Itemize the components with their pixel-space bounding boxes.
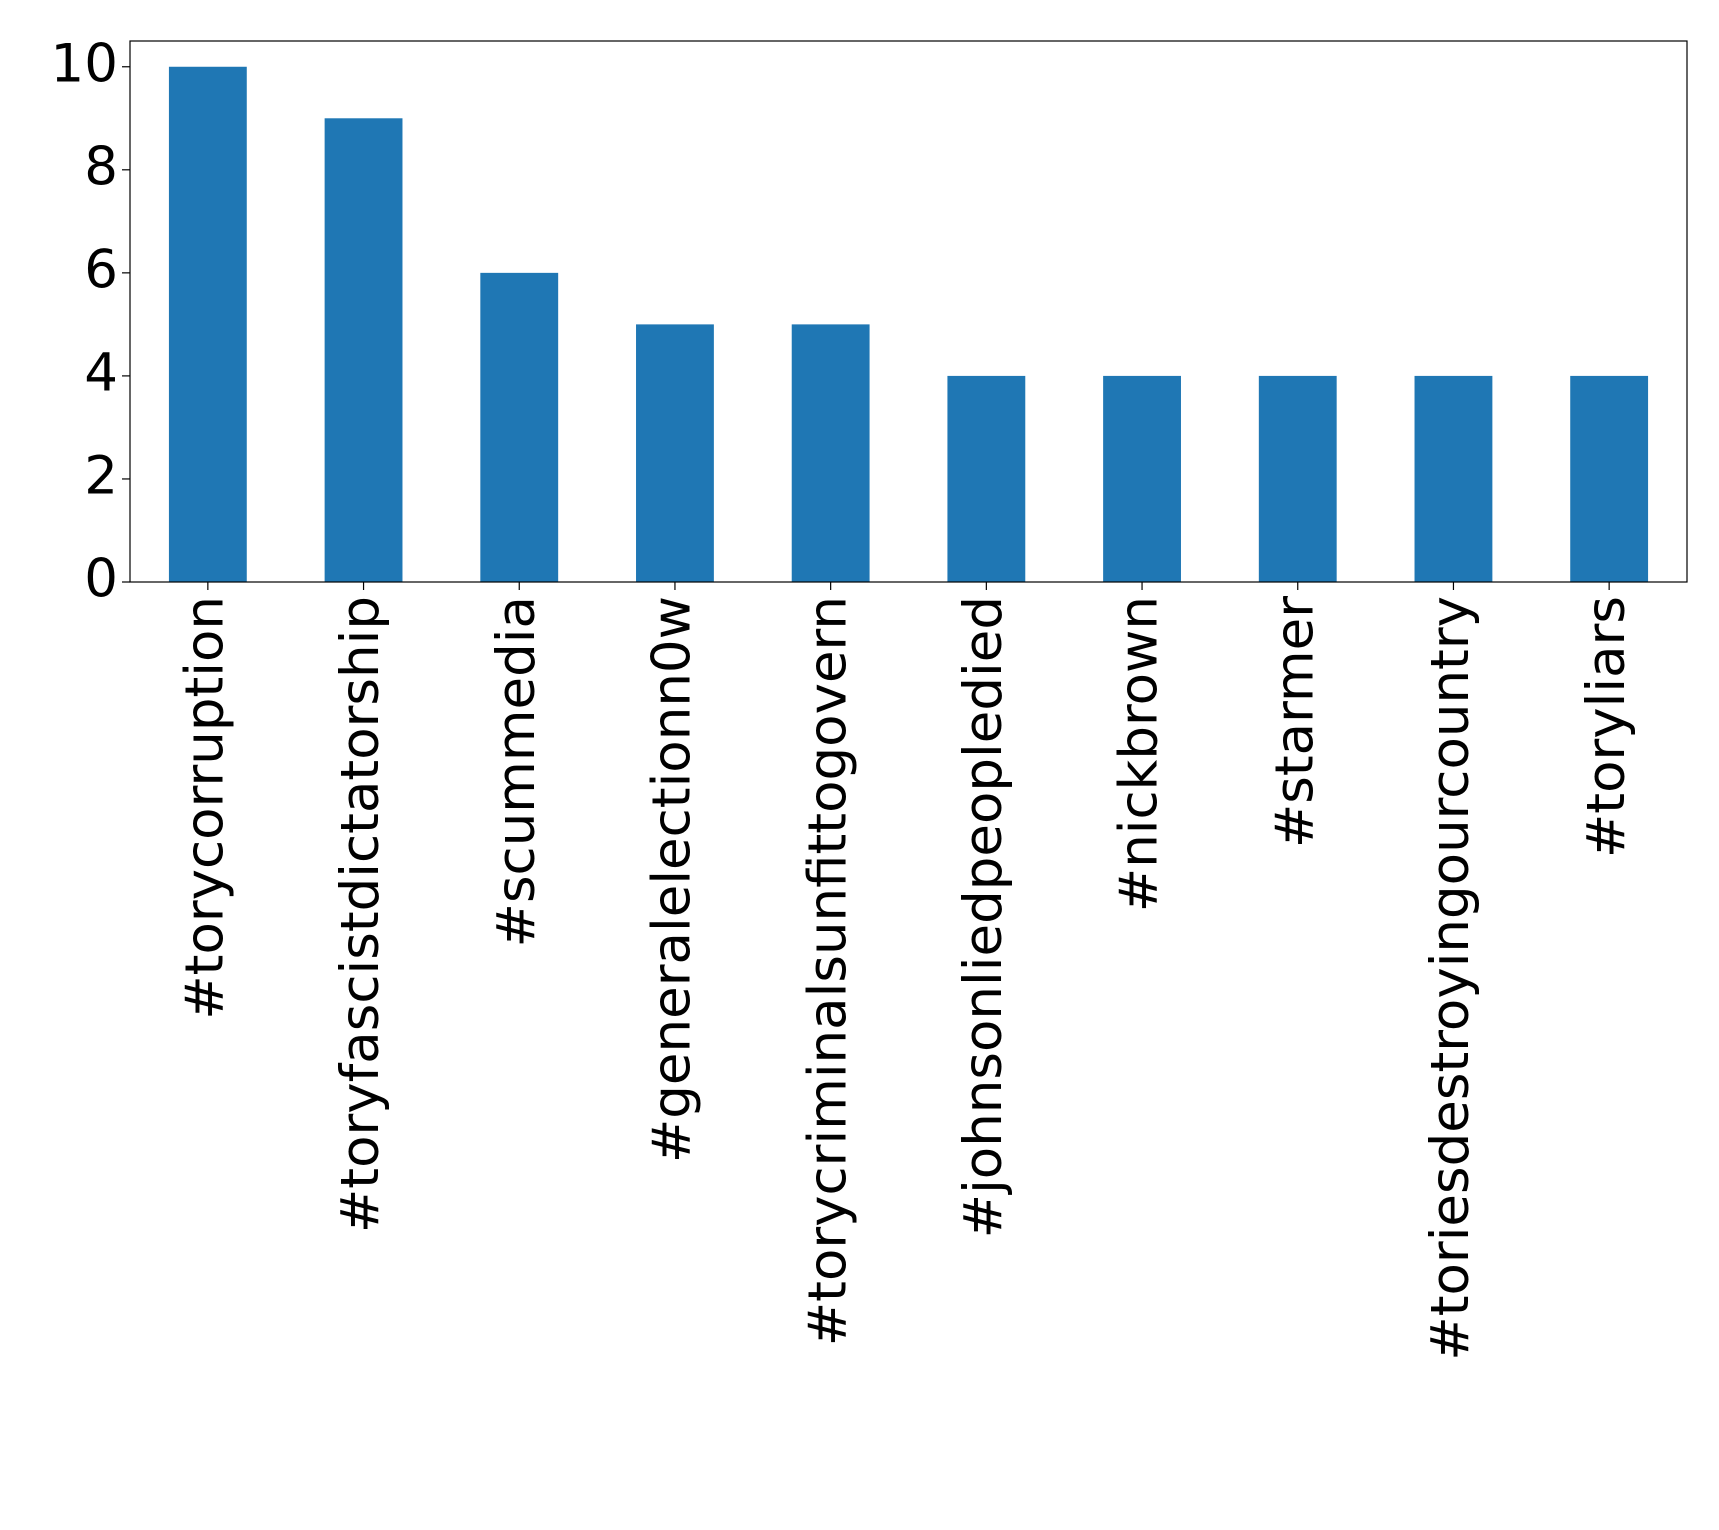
x-tick-label: #johnsonliedpeopledied: [953, 596, 1014, 1238]
x-tick-label: #nickbrown: [1109, 596, 1170, 912]
bar: [1103, 375, 1181, 582]
bar: [947, 375, 1026, 582]
bar: [791, 324, 870, 582]
y-tick-label: 4: [84, 343, 118, 404]
x-tick-label: #scummedia: [486, 596, 547, 947]
y-tick-label: 8: [84, 136, 118, 197]
x-tick-label: #toryliars: [1576, 596, 1637, 858]
x-tick-label: #torycriminalsunfittogovern: [797, 596, 858, 1346]
x-tick-label: #toriesdestroyingourcountry: [1420, 596, 1481, 1361]
y-tick-label: 10: [51, 33, 118, 94]
bar: [1570, 375, 1649, 582]
x-tick-label: #generalelectionn0w: [642, 596, 703, 1163]
y-tick-label: 2: [84, 446, 118, 507]
bar: [324, 118, 403, 583]
x-tick-label: #torycorruption: [174, 596, 235, 1020]
plot-frame: [129, 40, 1688, 583]
x-tick-label: #toryfascistdictatorship: [330, 596, 391, 1233]
y-tick-label: 6: [84, 239, 118, 300]
bar: [480, 272, 559, 582]
x-tick-label: #starmer: [1264, 596, 1325, 848]
bar: [1414, 375, 1493, 582]
bar: [168, 66, 247, 582]
bar: [1258, 375, 1337, 582]
bar: [636, 324, 714, 582]
y-tick-label: 0: [84, 549, 118, 610]
